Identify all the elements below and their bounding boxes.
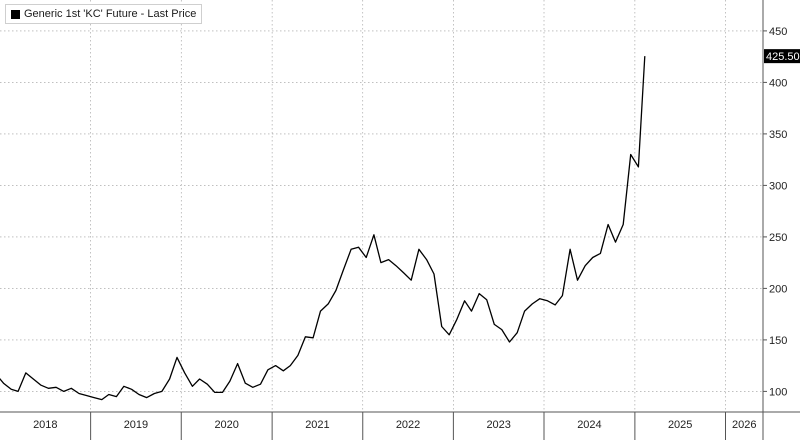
y-tick-label: 250 bbox=[769, 232, 787, 244]
x-tick-label: 2022 bbox=[396, 419, 420, 431]
x-tick-label: 2020 bbox=[214, 419, 238, 431]
y-tick-label: 300 bbox=[769, 180, 787, 192]
y-tick-label: 400 bbox=[769, 77, 787, 89]
x-tick-label: 2024 bbox=[577, 419, 601, 431]
series-line-kc-future bbox=[0, 56, 646, 401]
x-tick-label: 2019 bbox=[124, 419, 148, 431]
y-tick-label: 350 bbox=[769, 129, 787, 141]
grid bbox=[0, 0, 763, 412]
y-axis: 100 150 200 250 300 350 400 450 bbox=[762, 0, 787, 440]
x-tick-label: 2025 bbox=[668, 419, 692, 431]
y-tick-label: 200 bbox=[769, 283, 787, 295]
y-tick-label: 100 bbox=[769, 386, 787, 398]
x-axis: 2018 2019 2020 2021 2022 2023 2024 2025 2026 bbox=[0, 411, 800, 440]
legend: Generic 1st 'KC' Future - Last Price bbox=[5, 4, 203, 24]
x-tick-label: 2021 bbox=[305, 419, 329, 431]
last-value-tag: 425.50 bbox=[764, 49, 800, 64]
legend-label: Generic 1st 'KC' Future - Last Price bbox=[24, 8, 197, 20]
x-tick-label: 2026 bbox=[732, 419, 756, 431]
y-tick-label: 150 bbox=[769, 335, 787, 347]
legend-swatch bbox=[11, 9, 20, 19]
x-tick-label: 2023 bbox=[486, 419, 510, 431]
x-tick-label: 2018 bbox=[33, 419, 57, 431]
last-value-text: 425.50 bbox=[766, 51, 800, 63]
y-tick-label: 450 bbox=[769, 26, 787, 38]
last-value-box bbox=[764, 49, 800, 64]
